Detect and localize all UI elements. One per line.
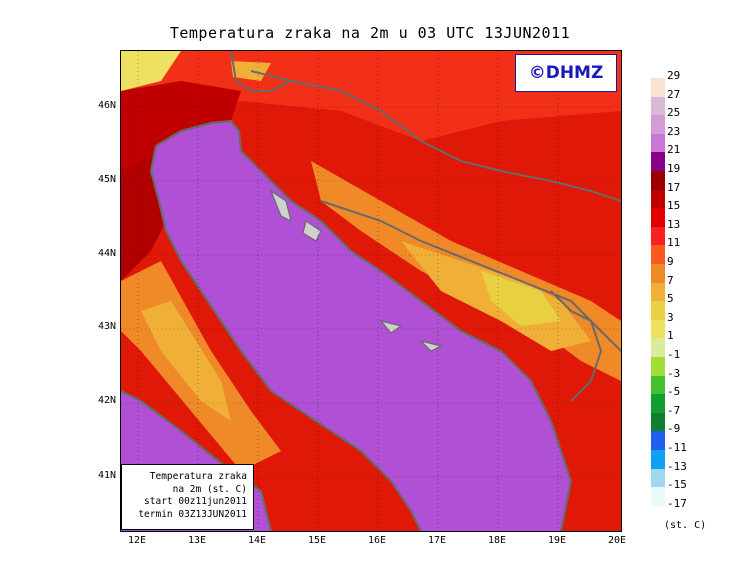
legend-swatch: [651, 282, 665, 302]
lon-label-16e: 16E: [367, 535, 387, 546]
legend-label: 7: [667, 273, 674, 287]
legend-swatch: [651, 301, 665, 320]
legend-swatch: [651, 487, 665, 506]
lon-label-17e: 17E: [427, 535, 447, 546]
legend-swatch: [651, 78, 665, 97]
legend-label: -5: [667, 385, 681, 399]
legend-swatch: [651, 115, 665, 134]
northern-border: [250, 70, 621, 202]
dinaric-border: [320, 200, 621, 352]
eastern-adriatic-coastline: [155, 119, 573, 531]
legend-label: 11: [667, 236, 681, 250]
legend-swatch: [651, 171, 665, 190]
legend-swatch: [651, 245, 665, 264]
info-line-units: na 2m (st. C): [172, 483, 247, 495]
info-line-termin: termin 03Z13JUN2011: [138, 508, 247, 520]
lat-label-44n: 44N: [97, 248, 116, 259]
legend-swatch: [651, 133, 665, 153]
lat-label-43n: 43N: [97, 321, 116, 332]
adriatic-sea: [151, 121, 571, 531]
legend-label: 19: [667, 162, 681, 175]
dalmatian-islands: [269, 189, 443, 352]
apennine-amber-zone: [141, 301, 231, 421]
info-line-start: start 00z11jun2011: [144, 496, 247, 507]
legend-swatch: [651, 189, 665, 209]
lon-label-20e: 20E: [607, 535, 627, 546]
legend-swatch: [651, 319, 665, 339]
legend-swatch: [651, 394, 665, 413]
lat-label-41n: 41N: [97, 470, 116, 481]
lon-label-15e: 15E: [307, 535, 327, 546]
lon-label-18e: 18E: [487, 535, 507, 546]
lon-label-19e: 19E: [547, 535, 567, 546]
legend-swatch: [651, 412, 665, 432]
map-title: Temperatura zraka na 2m u 03 UTC 13JUN20…: [169, 24, 571, 42]
legend-swatch: [651, 226, 665, 246]
legend-label: -15: [667, 478, 687, 492]
info-line-title: Temperatura zraka: [149, 471, 247, 482]
legend-label: -3: [667, 366, 681, 380]
legend-swatch: [651, 96, 665, 116]
legend-label: 25: [667, 106, 681, 120]
legend-swatch: [651, 375, 665, 395]
lon-label-13e: 13E: [187, 535, 207, 546]
lon-label-12e: 12E: [127, 535, 147, 546]
legend-swatch: [651, 468, 665, 488]
lat-label-46n: 46N: [97, 100, 116, 111]
temperature-map[interactable]: [120, 50, 622, 532]
legend-swatch: [651, 431, 665, 450]
lat-label-45n: 45N: [97, 174, 116, 185]
dinaric-yellow-zone: [481, 271, 561, 326]
dhmz-logo: ©DHMZ: [515, 54, 617, 92]
legend-label: 13: [667, 217, 681, 231]
legend-unit: (st. C): [664, 520, 707, 531]
legend-label: 27: [667, 87, 681, 101]
legend-swatch: [651, 450, 665, 469]
lon-label-14e: 14E: [247, 535, 267, 546]
map-canvas: [121, 51, 621, 531]
legend-swatch: [651, 152, 665, 171]
italian-adriatic-coastline: [149, 145, 422, 531]
legend-label: -9: [667, 422, 681, 436]
graticule: [121, 51, 621, 531]
legend-label: 23: [667, 124, 681, 138]
slovenia-border: [230, 51, 292, 92]
legend-label: -13: [667, 459, 687, 473]
legend-label: 1: [667, 329, 674, 343]
legend-swatch: [651, 357, 665, 376]
legend-label: -17: [667, 496, 687, 510]
alps-yellow-zone: [121, 51, 181, 91]
tyrrhenian-coastline: [121, 390, 273, 531]
legend-swatch: [651, 264, 665, 283]
legend-label: -7: [667, 403, 681, 417]
legend-label: 17: [667, 180, 681, 194]
legend-label: 21: [667, 143, 681, 157]
po-valley-dark-zone: [121, 81, 241, 171]
legend-label: 3: [667, 310, 674, 324]
legend-label: 5: [667, 292, 674, 306]
legend-swatch: [651, 208, 665, 227]
lat-label-42n: 42N: [97, 395, 116, 406]
legend-label: 15: [667, 199, 681, 213]
legend-label: -1: [667, 348, 681, 361]
legend-label: 9: [667, 255, 674, 268]
legend-label: 29: [667, 69, 681, 82]
legend-swatch: [651, 338, 665, 357]
info-box: Temperatura zraka na 2m (st. C) start 00…: [121, 464, 254, 530]
legend-label: -11: [667, 441, 687, 454]
montenegro-border: [550, 290, 603, 402]
